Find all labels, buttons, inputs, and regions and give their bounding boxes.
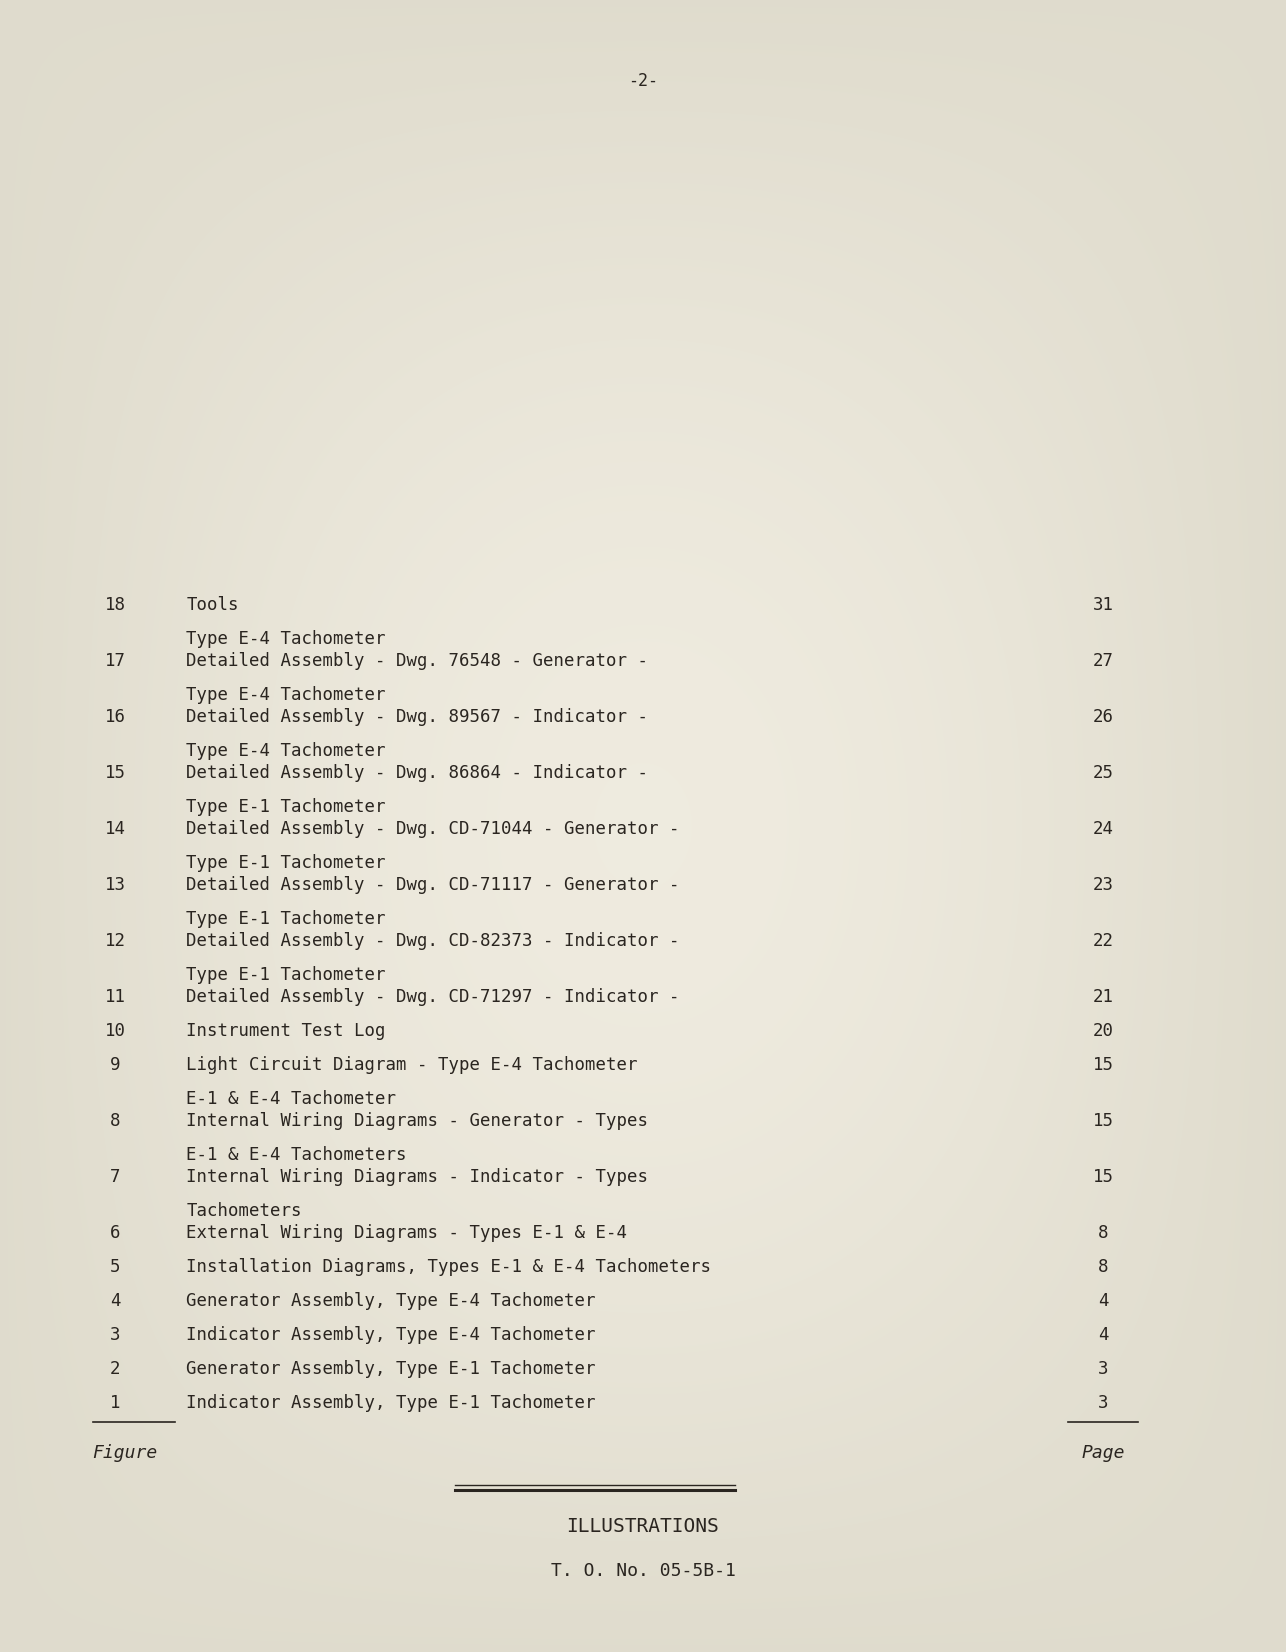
Text: Indicator Assembly, Type E-1 Tachometer: Indicator Assembly, Type E-1 Tachometer xyxy=(186,1394,595,1412)
Text: Type E-1 Tachometer: Type E-1 Tachometer xyxy=(186,910,386,928)
Text: Light Circuit Diagram - Type E-4 Tachometer: Light Circuit Diagram - Type E-4 Tachome… xyxy=(186,1056,638,1074)
Text: Type E-1 Tachometer: Type E-1 Tachometer xyxy=(186,798,386,816)
Text: 6: 6 xyxy=(109,1224,121,1242)
Text: Internal Wiring Diagrams - Generator - Types: Internal Wiring Diagrams - Generator - T… xyxy=(186,1112,648,1130)
Text: 15: 15 xyxy=(1093,1112,1114,1130)
Text: 21: 21 xyxy=(1093,988,1114,1006)
Text: 9: 9 xyxy=(109,1056,121,1074)
Text: Detailed Assembly - Dwg. CD-71117 - Generator -: Detailed Assembly - Dwg. CD-71117 - Gene… xyxy=(186,876,680,894)
Text: 11: 11 xyxy=(104,988,126,1006)
Text: Detailed Assembly - Dwg. CD-71297 - Indicator -: Detailed Assembly - Dwg. CD-71297 - Indi… xyxy=(186,988,680,1006)
Text: Internal Wiring Diagrams - Indicator - Types: Internal Wiring Diagrams - Indicator - T… xyxy=(186,1168,648,1186)
Text: 2: 2 xyxy=(109,1360,121,1378)
Text: Type E-4 Tachometer: Type E-4 Tachometer xyxy=(186,629,386,648)
Text: 8: 8 xyxy=(1098,1224,1109,1242)
Text: Detailed Assembly - Dwg. 89567 - Indicator -: Detailed Assembly - Dwg. 89567 - Indicat… xyxy=(186,709,648,725)
Text: 17: 17 xyxy=(104,653,126,671)
Text: Detailed Assembly - Dwg. CD-71044 - Generator -: Detailed Assembly - Dwg. CD-71044 - Gene… xyxy=(186,819,680,838)
Text: 4: 4 xyxy=(1098,1292,1109,1310)
Text: 8: 8 xyxy=(109,1112,121,1130)
Text: 31: 31 xyxy=(1093,596,1114,615)
Text: Detailed Assembly - Dwg. 76548 - Generator -: Detailed Assembly - Dwg. 76548 - Generat… xyxy=(186,653,648,671)
Text: 4: 4 xyxy=(109,1292,121,1310)
Text: External Wiring Diagrams - Types E-1 & E-4: External Wiring Diagrams - Types E-1 & E… xyxy=(186,1224,628,1242)
Text: 7: 7 xyxy=(109,1168,121,1186)
Text: 15: 15 xyxy=(104,763,126,781)
Text: 26: 26 xyxy=(1093,709,1114,725)
Text: 16: 16 xyxy=(104,709,126,725)
Text: 3: 3 xyxy=(109,1327,121,1345)
Text: Detailed Assembly - Dwg. CD-82373 - Indicator -: Detailed Assembly - Dwg. CD-82373 - Indi… xyxy=(186,932,680,950)
Text: 10: 10 xyxy=(104,1023,126,1041)
Text: Detailed Assembly - Dwg. 86864 - Indicator -: Detailed Assembly - Dwg. 86864 - Indicat… xyxy=(186,763,648,781)
Text: 15: 15 xyxy=(1093,1168,1114,1186)
Text: 1: 1 xyxy=(109,1394,121,1412)
Text: 3: 3 xyxy=(1098,1360,1109,1378)
Text: E-1 & E-4 Tachometers: E-1 & E-4 Tachometers xyxy=(186,1146,406,1165)
Text: Generator Assembly, Type E-4 Tachometer: Generator Assembly, Type E-4 Tachometer xyxy=(186,1292,595,1310)
Text: -2-: -2- xyxy=(628,73,658,89)
Text: Type E-1 Tachometer: Type E-1 Tachometer xyxy=(186,966,386,985)
Text: Figure: Figure xyxy=(93,1444,158,1462)
Text: E-1 & E-4 Tachometer: E-1 & E-4 Tachometer xyxy=(186,1090,396,1108)
Text: Indicator Assembly, Type E-4 Tachometer: Indicator Assembly, Type E-4 Tachometer xyxy=(186,1327,595,1345)
Text: 24: 24 xyxy=(1093,819,1114,838)
Text: ILLUSTRATIONS: ILLUSTRATIONS xyxy=(567,1517,719,1536)
Text: 14: 14 xyxy=(104,819,126,838)
Text: 3: 3 xyxy=(1098,1394,1109,1412)
Text: Page: Page xyxy=(1082,1444,1125,1462)
Text: 4: 4 xyxy=(1098,1327,1109,1345)
Text: Installation Diagrams, Types E-1 & E-4 Tachometers: Installation Diagrams, Types E-1 & E-4 T… xyxy=(186,1259,711,1275)
Text: T. O. No. 05-5B-1: T. O. No. 05-5B-1 xyxy=(550,1563,736,1579)
Text: Type E-1 Tachometer: Type E-1 Tachometer xyxy=(186,854,386,872)
Text: 20: 20 xyxy=(1093,1023,1114,1041)
Text: Tools: Tools xyxy=(186,596,239,615)
Text: 27: 27 xyxy=(1093,653,1114,671)
Text: 5: 5 xyxy=(109,1259,121,1275)
Text: Type E-4 Tachometer: Type E-4 Tachometer xyxy=(186,742,386,760)
Text: 13: 13 xyxy=(104,876,126,894)
Text: Type E-4 Tachometer: Type E-4 Tachometer xyxy=(186,686,386,704)
Text: Generator Assembly, Type E-1 Tachometer: Generator Assembly, Type E-1 Tachometer xyxy=(186,1360,595,1378)
Text: Instrument Test Log: Instrument Test Log xyxy=(186,1023,386,1041)
Text: 18: 18 xyxy=(104,596,126,615)
Text: 25: 25 xyxy=(1093,763,1114,781)
Text: Tachometers: Tachometers xyxy=(186,1203,302,1219)
Text: 8: 8 xyxy=(1098,1259,1109,1275)
Text: 12: 12 xyxy=(104,932,126,950)
Text: 23: 23 xyxy=(1093,876,1114,894)
Text: 22: 22 xyxy=(1093,932,1114,950)
Text: 15: 15 xyxy=(1093,1056,1114,1074)
